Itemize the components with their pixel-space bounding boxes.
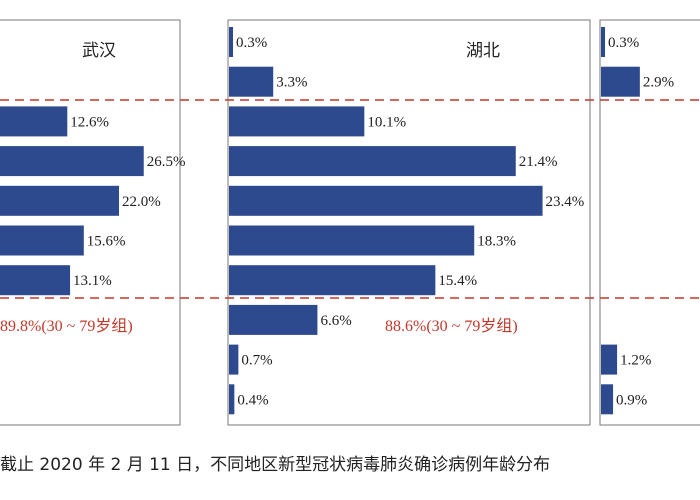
- panel-wuhan-frame: [0, 19, 181, 426]
- value-label-wuhan-6: 13.1%: [73, 273, 112, 289]
- panel-hubei-frame: [227, 19, 591, 426]
- bar-hubei-5: [229, 225, 475, 256]
- value-label-hubei-9: 0.4%: [237, 392, 268, 408]
- value-label-wuhan-3: 26.5%: [147, 154, 186, 170]
- bar-third-1: [601, 66, 640, 97]
- value-label-wuhan-4: 22.0%: [122, 194, 161, 210]
- value-label-hubei-0: 0.3%: [236, 35, 267, 51]
- value-label-hubei-8: 0.7%: [241, 353, 272, 369]
- bar-third-0: [601, 27, 606, 57]
- value-label-hubei-2: 10.1%: [367, 114, 406, 130]
- value-label-hubei-7: 6.6%: [320, 313, 351, 329]
- value-label-third-0: 0.3%: [608, 35, 639, 51]
- bar-hubei-9: [229, 384, 235, 415]
- value-label-hubei-5: 18.3%: [477, 234, 516, 250]
- bars-layer: 12.6% 26.5% 22.0% 15.6% 13.1% 0.3% 3.3% 10.1% 21…: [0, 27, 674, 415]
- value-label-third-8: 1.2%: [620, 353, 651, 369]
- bar-hubei-3: [229, 146, 516, 177]
- bar-hubei-1: [229, 66, 274, 97]
- figure-caption: 截止 2020 年 2 月 11 日，不同地区新型冠状病毒肺炎确诊病例年龄分布: [0, 455, 551, 475]
- bar-third-8: [601, 344, 618, 375]
- value-label-hubei-4: 23.4%: [546, 194, 585, 210]
- value-label-third-9: 0.9%: [616, 392, 647, 408]
- bar-hubei-7: [229, 304, 318, 335]
- panel-third-frame: [599, 19, 700, 426]
- panel-title-wuhan: 武汉: [82, 41, 116, 61]
- bar-hubei-6: [229, 265, 436, 296]
- bar-wuhan-6: [0, 265, 71, 296]
- bar-hubei-0: [229, 27, 234, 57]
- annotation-wuhan: 89.8%(30 ~ 79岁组): [0, 317, 133, 335]
- value-label-hubei-1: 3.3%: [276, 75, 307, 91]
- panel-title-hubei: 湖北: [466, 41, 500, 61]
- bar-third-9: [601, 384, 614, 415]
- value-label-hubei-3: 21.4%: [519, 154, 558, 170]
- value-label-hubei-6: 15.4%: [438, 273, 477, 289]
- bar-wuhan-4: [0, 185, 119, 216]
- value-label-wuhan-2: 12.6%: [70, 114, 109, 130]
- bar-wuhan-5: [0, 225, 84, 256]
- bar-hubei-4: [229, 185, 543, 216]
- value-label-third-1: 2.9%: [643, 75, 674, 91]
- bar-hubei-2: [229, 106, 365, 137]
- bar-wuhan-2: [0, 106, 68, 137]
- annotation-hubei: 88.6%(30 ~ 79岁组): [385, 317, 518, 335]
- bar-hubei-8: [229, 344, 239, 375]
- bar-wuhan-3: [0, 146, 144, 177]
- value-label-wuhan-5: 15.6%: [87, 234, 126, 250]
